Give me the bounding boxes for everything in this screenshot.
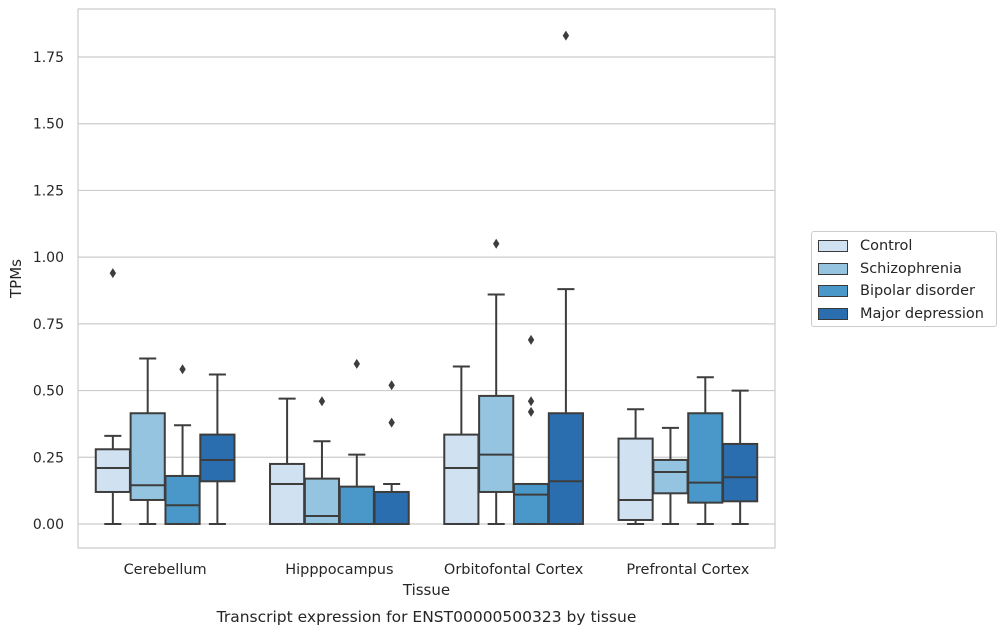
legend-item: Major depression (818, 303, 996, 326)
y-tick-label: 0.25 (33, 450, 64, 466)
box-body (512, 482, 550, 525)
outlier-point (527, 406, 535, 417)
box-control (617, 408, 654, 525)
legend-item: Bipolar disorder (818, 280, 996, 303)
box-schizophrenia (129, 357, 166, 525)
outlier-point (388, 380, 395, 391)
box-body (652, 458, 689, 495)
box-body (164, 474, 201, 525)
box-bipolar-disorder (338, 453, 375, 525)
outlier-point (527, 334, 535, 345)
box-major-depression (547, 288, 584, 525)
outlier-point (353, 358, 360, 369)
legend-item: Control (818, 235, 996, 258)
box-body (478, 394, 515, 493)
legend-swatch (818, 307, 848, 320)
legend-label: Schizophrenia (860, 260, 962, 277)
outlier-point (388, 417, 395, 428)
box-body (443, 433, 480, 525)
box-body (269, 462, 306, 525)
outlier-point (562, 30, 570, 41)
legend-swatch (818, 262, 848, 275)
box-body (617, 437, 654, 521)
legend: Control Schizophrenia Bipolar disorder Majo… (811, 231, 997, 327)
y-tick-label: 1.75 (33, 50, 64, 66)
outlier-point (527, 396, 535, 407)
y-tick-label: 0.00 (33, 517, 64, 533)
box-major-depression (722, 389, 759, 525)
box-body (722, 442, 759, 503)
box-schizophrenia (478, 293, 515, 525)
outlier-points (109, 30, 570, 428)
box-major-depression (373, 482, 410, 525)
box-body (687, 412, 724, 504)
legend-label: Bipolar disorder (860, 283, 975, 300)
chart-caption: Transcript expression for ENST0000050032… (216, 608, 637, 626)
y-axis-label: TPMs (7, 259, 25, 299)
box-schizophrenia (303, 440, 341, 525)
box-bipolar-disorder (512, 482, 550, 525)
y-tick-label: 0.50 (33, 384, 64, 400)
box-body (338, 485, 375, 525)
box-control (269, 397, 306, 525)
box-schizophrenia (652, 426, 689, 525)
plot-frame (77, 8, 776, 549)
y-tick-label: 1.00 (33, 250, 64, 266)
box-bipolar-disorder (164, 424, 201, 525)
legend-swatch (818, 240, 848, 253)
box-bipolar-disorder (687, 376, 724, 525)
box-major-depression (199, 373, 236, 525)
box-body (199, 433, 236, 483)
box-body (547, 412, 584, 525)
x-axis-label: Tissue (402, 581, 450, 599)
box-control (443, 365, 480, 525)
y-tick-label: 0.75 (33, 317, 64, 333)
y-tick-label: 1.25 (33, 183, 64, 199)
x-tick-label: Hipppocampus (285, 562, 393, 578)
y-tick-label: 1.50 (33, 117, 64, 133)
x-tick-label: Orbitofontal Cortex (444, 562, 584, 578)
box-body (373, 490, 410, 525)
outlier-point (493, 238, 500, 249)
legend-label: Control (860, 238, 913, 255)
outlier-point (179, 364, 186, 375)
grid-lines (78, 56, 775, 525)
boxes (94, 288, 759, 525)
legend-swatch (818, 285, 848, 298)
x-tick-labels: Cerebellum Hipppocampus Orbitofontal Corte… (124, 562, 750, 578)
y-tick-labels: 0.00 0.25 0.50 0.75 1.00 1.25 1.50 1.75 (33, 50, 64, 533)
outlier-point (318, 396, 326, 407)
box-body (94, 448, 131, 493)
x-tick-label: Cerebellum (124, 562, 207, 578)
legend-label: Major depression (860, 305, 984, 322)
box-body (129, 412, 166, 501)
legend-item: Schizophrenia (818, 258, 996, 281)
box-body (303, 477, 341, 525)
x-tick-label: Prefrontal Cortex (626, 562, 749, 578)
outlier-point (109, 268, 117, 279)
box-control (94, 434, 131, 525)
